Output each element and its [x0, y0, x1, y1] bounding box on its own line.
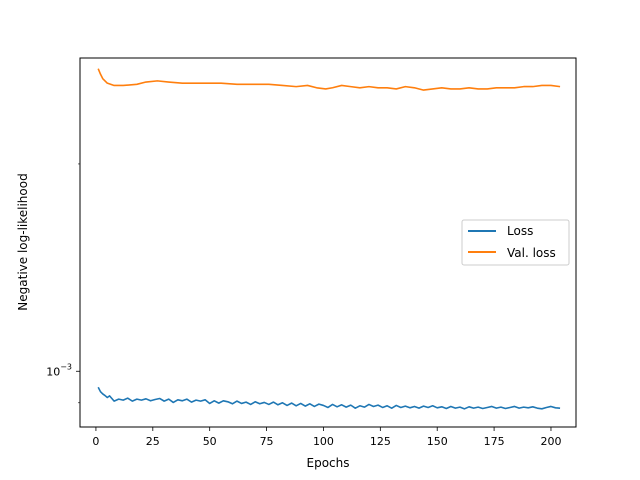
x-axis-label: Epochs	[307, 456, 350, 470]
y-axis-ticks: 10−3	[46, 163, 80, 404]
series-layer	[97, 68, 561, 410]
x-tick-label: 175	[484, 435, 505, 448]
x-tick-label: 150	[427, 435, 448, 448]
x-tick-label: 200	[540, 435, 561, 448]
x-tick-label: 100	[313, 435, 334, 448]
legend-label-val-loss: Val. loss	[507, 246, 556, 260]
x-tick-label: 125	[370, 435, 391, 448]
legend-label-loss: Loss	[507, 224, 533, 238]
x-tick-label: 50	[203, 435, 217, 448]
legend: Loss Val. loss	[461, 219, 570, 266]
x-tick-label: 75	[260, 435, 274, 448]
y-axis-label: Negative log-likelihood	[16, 173, 30, 310]
series-line-loss	[97, 386, 561, 410]
plot-area	[97, 68, 561, 410]
x-tick-label: 0	[92, 435, 99, 448]
y-tick-label: 10−3	[46, 362, 72, 378]
x-axis-ticks: 0 25 50 75 100 125 150 175 200	[92, 427, 561, 448]
series-line-val-loss	[97, 68, 561, 91]
axes-frame	[79, 57, 577, 428]
x-tick-label: 25	[146, 435, 160, 448]
